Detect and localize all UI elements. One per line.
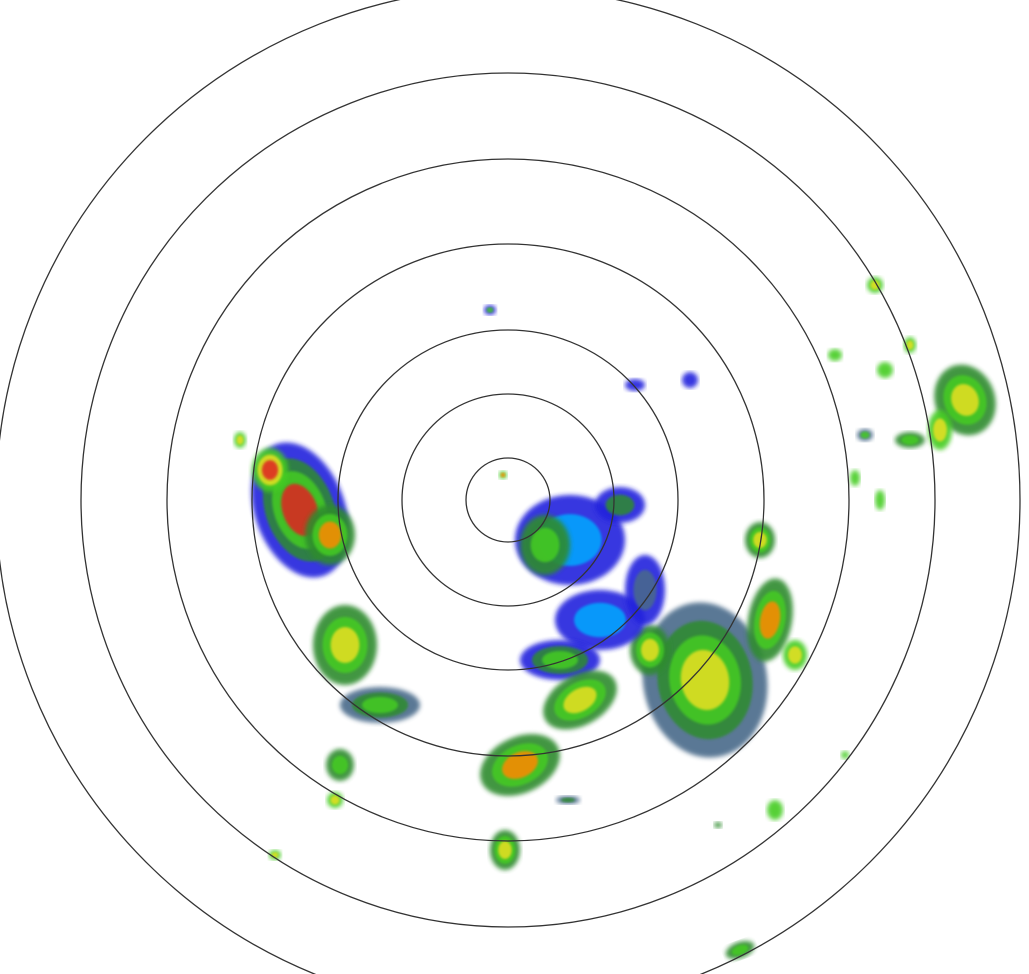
echo-cell [759, 601, 781, 639]
echo-cell [318, 521, 342, 549]
echo-cell [951, 384, 979, 416]
echo-cell [875, 490, 885, 510]
echo-cell [331, 755, 349, 775]
echo-cell [563, 686, 597, 714]
echo-cell [641, 638, 659, 662]
range-ring-4 [251, 243, 765, 757]
echo-cell [682, 372, 698, 388]
range-ring-6 [80, 72, 936, 928]
echo-cell [498, 841, 512, 859]
range-ring-5 [166, 158, 850, 842]
echo-cell [731, 944, 749, 956]
echo-cell [680, 649, 730, 711]
echo-cell [500, 472, 506, 478]
echo-cell [714, 822, 722, 828]
echo-cell [753, 531, 767, 549]
range-ring-1 [465, 457, 551, 543]
echo-cell [530, 527, 560, 563]
echo-cell [906, 340, 914, 350]
echo-cell [870, 280, 880, 290]
echo-cell [574, 602, 626, 638]
echo-cell [850, 470, 860, 486]
echo-cell [877, 362, 893, 378]
echo-cell [330, 627, 360, 663]
precipitation-echoes [234, 277, 996, 960]
echo-cell [860, 431, 870, 439]
echo-cell [625, 379, 645, 391]
echo-cell [933, 418, 947, 442]
echo-cell [901, 435, 919, 445]
echo-cell [561, 797, 575, 803]
echo-cell [542, 651, 578, 669]
echo-cell [362, 696, 398, 714]
echo-cell [486, 307, 494, 313]
echo-cell [767, 800, 783, 820]
range-ring-2 [401, 393, 615, 607]
echo-cell [605, 494, 635, 516]
echo-cell [261, 460, 279, 480]
echo-cell [828, 349, 842, 361]
echo-cell [330, 795, 340, 805]
echo-cell [788, 646, 802, 664]
range-ring-3 [337, 329, 679, 671]
echo-cell [236, 435, 244, 445]
echo-cell [502, 751, 538, 779]
echo-cell [841, 751, 849, 759]
echo-cell [633, 569, 657, 611]
